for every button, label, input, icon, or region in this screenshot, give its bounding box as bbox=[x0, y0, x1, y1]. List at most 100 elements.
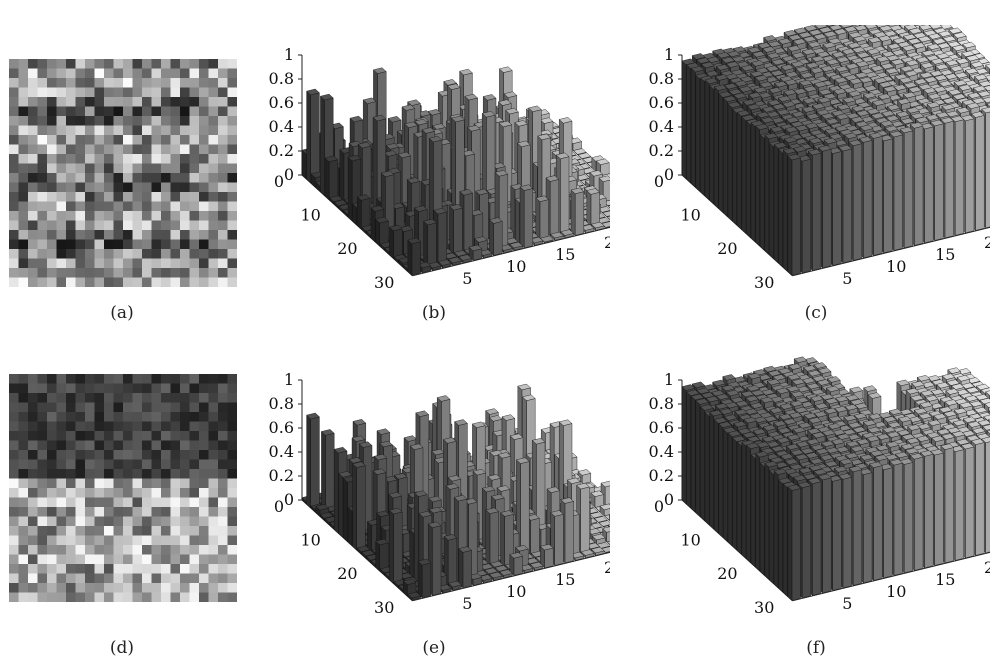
image-pixel bbox=[18, 277, 29, 288]
image-pixel bbox=[142, 125, 152, 136]
depth-tick-label: 5 bbox=[462, 594, 472, 613]
image-pixel bbox=[113, 277, 124, 288]
image-pixel bbox=[170, 583, 181, 593]
bar-top bbox=[970, 61, 985, 68]
bar-top bbox=[899, 65, 914, 72]
image-pixel bbox=[208, 192, 219, 202]
image-pixel bbox=[208, 87, 219, 98]
bar-top bbox=[725, 61, 740, 68]
image-pixel bbox=[56, 125, 67, 136]
image-pixel bbox=[113, 154, 124, 164]
image-pixel bbox=[37, 421, 48, 432]
image-pixel bbox=[47, 402, 57, 413]
image-pixel bbox=[170, 258, 181, 269]
image-pixel bbox=[66, 125, 76, 136]
image-pixel bbox=[170, 564, 181, 574]
image-pixel bbox=[37, 383, 48, 394]
image-pixel bbox=[142, 220, 152, 231]
image-pixel bbox=[75, 421, 86, 432]
image-pixel bbox=[161, 393, 171, 403]
image-pixel bbox=[142, 412, 152, 422]
image-pixel bbox=[104, 383, 114, 394]
image-pixel bbox=[189, 488, 200, 498]
bar-face bbox=[832, 151, 842, 266]
image-pixel bbox=[189, 277, 200, 288]
image-pixel bbox=[75, 374, 86, 384]
image-pixel bbox=[123, 469, 133, 479]
image-pixel bbox=[104, 573, 114, 584]
image-pixel bbox=[18, 230, 29, 240]
bar-top bbox=[349, 115, 364, 123]
bar-top bbox=[898, 77, 913, 84]
image-pixel bbox=[142, 182, 152, 193]
image-pixel bbox=[189, 125, 200, 136]
image-pixel bbox=[66, 554, 76, 565]
image-pixel bbox=[227, 440, 238, 451]
image-pixel bbox=[113, 97, 124, 107]
image-pixel bbox=[227, 573, 238, 584]
image-pixel bbox=[9, 573, 19, 584]
bar-top bbox=[818, 26, 833, 34]
bar-top bbox=[925, 114, 940, 121]
image-pixel bbox=[170, 125, 181, 136]
image-pixel bbox=[75, 125, 86, 136]
image-pixel bbox=[75, 154, 86, 164]
image-pixel bbox=[227, 154, 238, 164]
bar-face bbox=[773, 144, 779, 264]
image-pixel bbox=[142, 421, 152, 432]
bar-top bbox=[691, 53, 706, 60]
image-pixel bbox=[227, 383, 238, 394]
bar-top bbox=[831, 51, 846, 58]
image-pixel bbox=[227, 87, 238, 98]
image-pixel bbox=[37, 173, 48, 183]
image-pixel bbox=[37, 412, 48, 422]
bar-face bbox=[427, 222, 437, 267]
image-pixel bbox=[189, 154, 200, 164]
image-pixel bbox=[227, 258, 238, 269]
image-pixel bbox=[218, 516, 228, 527]
image-pixel bbox=[151, 450, 162, 460]
image-pixel bbox=[9, 478, 19, 489]
image-pixel bbox=[199, 277, 209, 288]
image-pixel bbox=[47, 268, 57, 278]
image-pixel bbox=[161, 116, 171, 126]
image-pixel bbox=[66, 469, 76, 479]
image-pixel bbox=[94, 211, 105, 221]
image-pixel bbox=[104, 440, 114, 451]
image-pixel bbox=[218, 459, 228, 470]
image-pixel bbox=[151, 478, 162, 489]
image-pixel bbox=[189, 97, 200, 107]
image-pixel bbox=[66, 154, 76, 164]
bar-face bbox=[356, 196, 362, 230]
image-pixel bbox=[113, 211, 124, 221]
image-pixel bbox=[113, 144, 124, 155]
image-pixel bbox=[151, 258, 162, 269]
bar-face bbox=[695, 74, 701, 192]
image-pixel bbox=[227, 497, 238, 508]
image-pixel bbox=[85, 469, 95, 479]
image-pixel bbox=[189, 135, 200, 145]
bar-face bbox=[407, 239, 413, 276]
image-pixel bbox=[227, 592, 238, 603]
depth-tick-label: 10 bbox=[886, 257, 906, 276]
image-pixel bbox=[66, 583, 76, 593]
bar-face bbox=[718, 93, 724, 213]
image-pixel bbox=[85, 182, 95, 193]
image-pixel bbox=[199, 554, 209, 565]
image-pixel bbox=[161, 497, 171, 508]
z-tick-label: 1 bbox=[284, 370, 294, 389]
image-pixel bbox=[28, 516, 38, 527]
image-pixel bbox=[170, 516, 181, 527]
image-pixel bbox=[180, 421, 190, 432]
bar-face bbox=[700, 77, 705, 197]
bar-top bbox=[954, 72, 969, 79]
image-pixel bbox=[66, 535, 76, 546]
image-pixel bbox=[208, 144, 219, 155]
image-pixel bbox=[132, 116, 143, 126]
image-pixel bbox=[113, 573, 124, 584]
image-pixel bbox=[151, 497, 162, 508]
image-pixel bbox=[37, 459, 48, 470]
bar-top bbox=[570, 187, 585, 194]
image-pixel bbox=[37, 230, 48, 240]
image-pixel bbox=[85, 592, 95, 603]
